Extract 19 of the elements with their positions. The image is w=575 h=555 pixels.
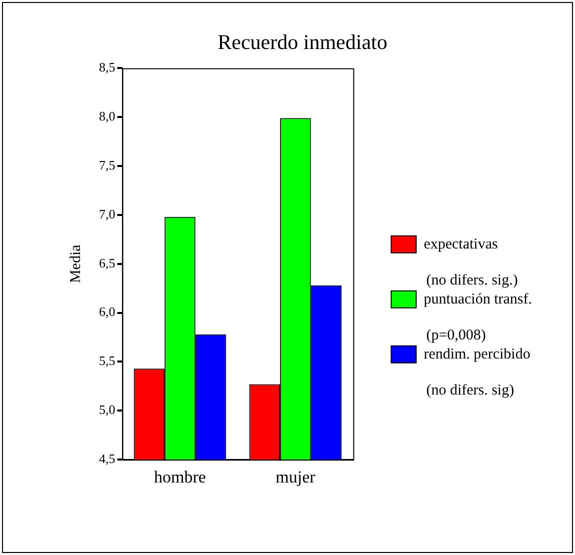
y-tick-label: 5,5 [99, 353, 116, 368]
y-tick-label: 5,0 [99, 402, 116, 418]
y-tick-label: 8,0 [99, 108, 116, 124]
y-axis-title: Media [68, 244, 84, 284]
legend-label: expectativas [424, 236, 498, 252]
y-tick-label: 6,0 [99, 304, 116, 320]
text: (no difers. sig) [426, 382, 514, 398]
y-tick-label: 6,5 [99, 255, 116, 270]
text: (p=0,008) [426, 327, 486, 344]
y-tick-label: 7,0 [99, 206, 116, 222]
chart-title: Recuerdo inmediato [218, 30, 388, 54]
x-tick-label: hombre [154, 467, 206, 486]
y-tick-label: 8,5 [99, 60, 116, 75]
y-tick-label: 4,5 [99, 451, 116, 466]
text: (no difers. sig.) [426, 272, 518, 288]
y-tick-label: 7,5 [99, 157, 116, 172]
legend-label: rendim. percibido [424, 346, 530, 362]
x-tick-label: mujer [276, 467, 316, 486]
legend-label: puntuación transf. [424, 291, 532, 308]
